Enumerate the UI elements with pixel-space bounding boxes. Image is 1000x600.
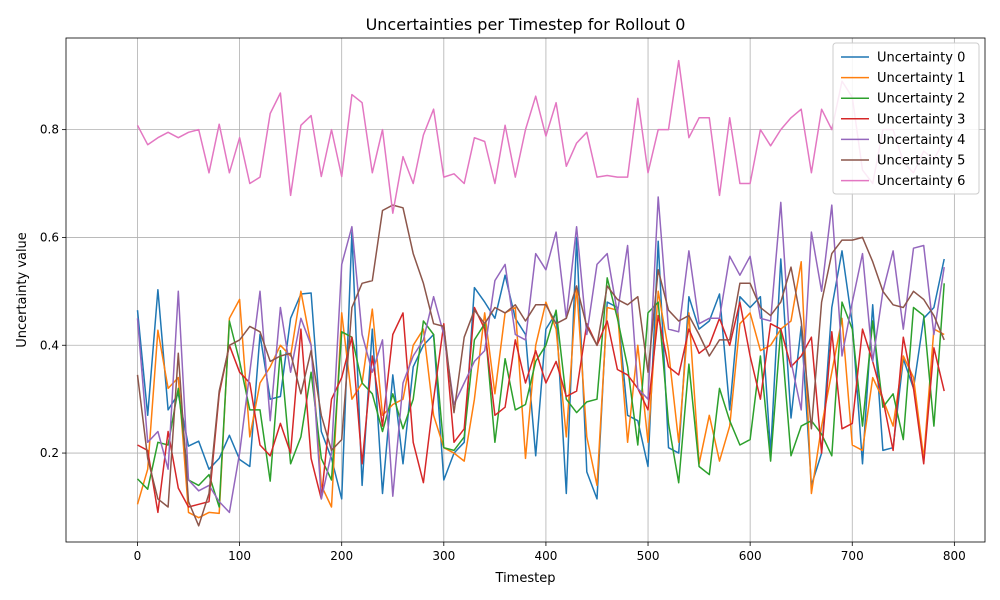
series-line-3 <box>137 301 945 514</box>
x-tick-label: 500 <box>637 549 660 563</box>
legend-label-6: Uncertainty 6 <box>877 174 965 189</box>
legend-label-4: Uncertainty 4 <box>877 133 965 148</box>
series-line-6 <box>136 59 945 214</box>
y-tick-label: 0.8 <box>40 123 59 137</box>
y-tick-label: 0.2 <box>40 446 59 460</box>
plot-frame <box>65 37 986 543</box>
x-tick-label: 0 <box>134 549 142 563</box>
legend-label-2: Uncertainty 2 <box>877 92 965 107</box>
series-line-5 <box>136 204 945 527</box>
x-tick-label: 600 <box>739 549 762 563</box>
x-tick-label: 400 <box>534 549 557 563</box>
y-tick-label: 0.4 <box>40 338 59 352</box>
x-tick-label: 300 <box>432 549 455 563</box>
legend-label-1: Uncertainty 1 <box>877 71 965 86</box>
series-line-2 <box>136 277 945 508</box>
legend: Uncertainty 0 Uncertainty 1 Uncertainty 2 U… <box>832 42 980 195</box>
series-line-4 <box>136 196 945 514</box>
x-tick-label: 100 <box>228 549 251 563</box>
x-tick-label: 700 <box>841 549 864 563</box>
axis-ticks: 0 100 200 300 400 500 600 700 800 0.2 0.4 0.6 0.8 <box>40 123 966 563</box>
x-tick-label: 200 <box>330 549 353 563</box>
chart-title: Uncertainties per Timestep for Rollout 0 <box>366 15 686 34</box>
legend-label-0: Uncertainty 0 <box>877 51 965 66</box>
legend-label-3: Uncertainty 3 <box>877 112 965 127</box>
x-axis-label: Timestep <box>495 571 556 586</box>
x-tick-label: 800 <box>943 549 966 563</box>
legend-box <box>832 42 980 195</box>
series-lines <box>136 59 945 527</box>
y-tick-label: 0.6 <box>40 230 59 244</box>
y-axis-label: Uncertainty value <box>15 232 30 348</box>
series-line-1 <box>136 260 945 519</box>
legend-label-5: Uncertainty 5 <box>877 154 965 169</box>
